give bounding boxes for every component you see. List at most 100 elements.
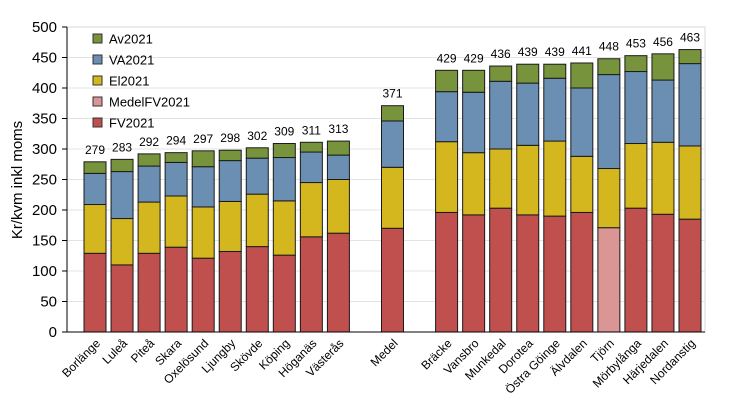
- total-label: 436: [491, 47, 511, 61]
- bar-segment-va2021: [110, 171, 134, 220]
- total-label: 456: [653, 35, 673, 49]
- total-label: 429: [464, 51, 484, 65]
- bar-segment-va2021: [299, 151, 323, 184]
- bar-segment-av2021: [570, 62, 594, 89]
- y-axis-title: Kr/kvm inkl moms: [9, 121, 26, 239]
- total-label: 279: [85, 143, 105, 157]
- bar-stack: [218, 149, 242, 333]
- bar-segment-fv2021: [543, 215, 567, 333]
- y-tick-label: 300: [32, 141, 57, 158]
- total-label: 371: [382, 87, 402, 101]
- legend-label: Av2021: [109, 32, 153, 47]
- bar-segment-va2021: [191, 166, 215, 208]
- bar-segment-va2021: [462, 91, 486, 154]
- y-tick-label: 500: [32, 19, 57, 36]
- bar-segment-va2021: [570, 87, 594, 157]
- bar-segment-va2021: [83, 172, 107, 206]
- bar-segment-fv2021: [83, 252, 107, 333]
- legend-swatch: [92, 54, 103, 65]
- y-tick-label: 450: [32, 50, 57, 67]
- bar-segment-av2021: [245, 147, 269, 159]
- bar-stack: [110, 158, 134, 333]
- total-label: 311: [302, 123, 321, 137]
- bar-segment-fv2021: [651, 213, 675, 333]
- y-tick-label: 50: [40, 294, 57, 311]
- total-label: 309: [274, 125, 294, 139]
- y-tick-label: 0: [49, 324, 57, 341]
- bar-segment-fv2021: [245, 246, 269, 333]
- bar-segment-va2021: [245, 157, 269, 195]
- bar-stack: [516, 63, 540, 333]
- bar-segment-el2021: [164, 195, 188, 248]
- x-tick-label: Borlänge: [59, 336, 103, 380]
- bar-segment-el2021: [570, 155, 594, 213]
- bar-segment-fv2021: [678, 218, 702, 333]
- total-label: 463: [680, 31, 700, 45]
- bar-segment-av2021: [597, 58, 621, 76]
- bar-stack: [597, 58, 621, 333]
- bar-segment-va2021: [164, 161, 188, 197]
- y-tick-label: 400: [32, 80, 57, 97]
- y-ticks: 0 50 100 150 200 250 300 350 400 450 500: [32, 19, 67, 341]
- legend-swatch: [92, 96, 103, 107]
- bar-stack: [543, 63, 567, 333]
- bar-segment-el2021: [137, 201, 161, 254]
- y-tick-label: 250: [32, 172, 57, 189]
- legend-label: VA2021: [109, 53, 154, 68]
- legend: Av2021 VA2021 El2021 MedelFV2021 FV2021: [92, 32, 190, 131]
- bar-stack: [164, 152, 188, 333]
- total-label: 439: [518, 45, 538, 59]
- bar-segment-fv2021: [570, 211, 594, 333]
- bar-segment-av2021: [326, 140, 350, 156]
- bar-stack: [435, 69, 459, 333]
- bar-segment-el2021: [651, 141, 675, 215]
- total-labels: 279 283 292 294 297 298 302 309 311 313 371 429 429 4…: [85, 31, 700, 157]
- bar-segment-va2021: [381, 120, 404, 168]
- legend-swatch: [92, 75, 103, 86]
- bar-stack: [678, 49, 702, 333]
- bar-stack: [299, 141, 323, 333]
- bar-segment-el2021: [624, 143, 648, 209]
- bar-segment-va2021: [435, 91, 459, 143]
- y-tick-label: 350: [32, 111, 57, 128]
- bar-segment-av2021: [543, 63, 567, 79]
- bar-segment-va2021: [516, 82, 540, 146]
- legend-label: FV2021: [109, 116, 155, 131]
- bar-stack: [381, 105, 404, 333]
- y-tick-label: 200: [32, 202, 57, 219]
- bar-segment-av2021: [651, 53, 675, 81]
- x-tick-label: Luleå: [99, 336, 130, 367]
- total-label: 294: [166, 134, 186, 148]
- bar-segment-fv2021: [218, 250, 242, 333]
- bar-segment-av2021: [191, 150, 215, 168]
- bar-segment-va2021: [678, 63, 702, 147]
- bar-stack: [570, 62, 594, 333]
- bar-segment-va2021: [137, 165, 161, 203]
- bar-segment-fv2021: [110, 264, 134, 333]
- bar-stack: [191, 150, 215, 333]
- bars: [83, 49, 702, 333]
- bar-segment-va2021: [543, 77, 567, 142]
- bar-segment-el2021: [218, 200, 242, 252]
- bar-segment-fv2021: [272, 254, 296, 333]
- bar-stack: [326, 140, 350, 333]
- legend-swatch: [92, 33, 103, 44]
- bar-segment-el2021: [381, 166, 404, 229]
- bar-segment-el2021: [299, 182, 323, 238]
- bar-segment-el2021: [245, 193, 269, 248]
- bar-segment-fv2021: [624, 207, 648, 333]
- total-label: 453: [626, 37, 646, 51]
- bar-segment-av2021: [381, 105, 404, 122]
- bar-segment-va2021: [597, 74, 621, 170]
- bar-segment-fv2021: [435, 211, 459, 333]
- bar-segment-el2021: [516, 144, 540, 216]
- bar-segment-el2021: [462, 152, 486, 216]
- bar-segment-av2021: [462, 69, 486, 93]
- bar-segment-av2021: [678, 49, 702, 65]
- total-label: 298: [220, 131, 240, 145]
- y-tick-label: 100: [32, 263, 57, 280]
- bar-segment-av2021: [516, 63, 540, 84]
- bar-segment-va2021: [218, 160, 242, 202]
- bar-stack: [651, 53, 675, 333]
- bar-segment-av2021: [299, 141, 323, 153]
